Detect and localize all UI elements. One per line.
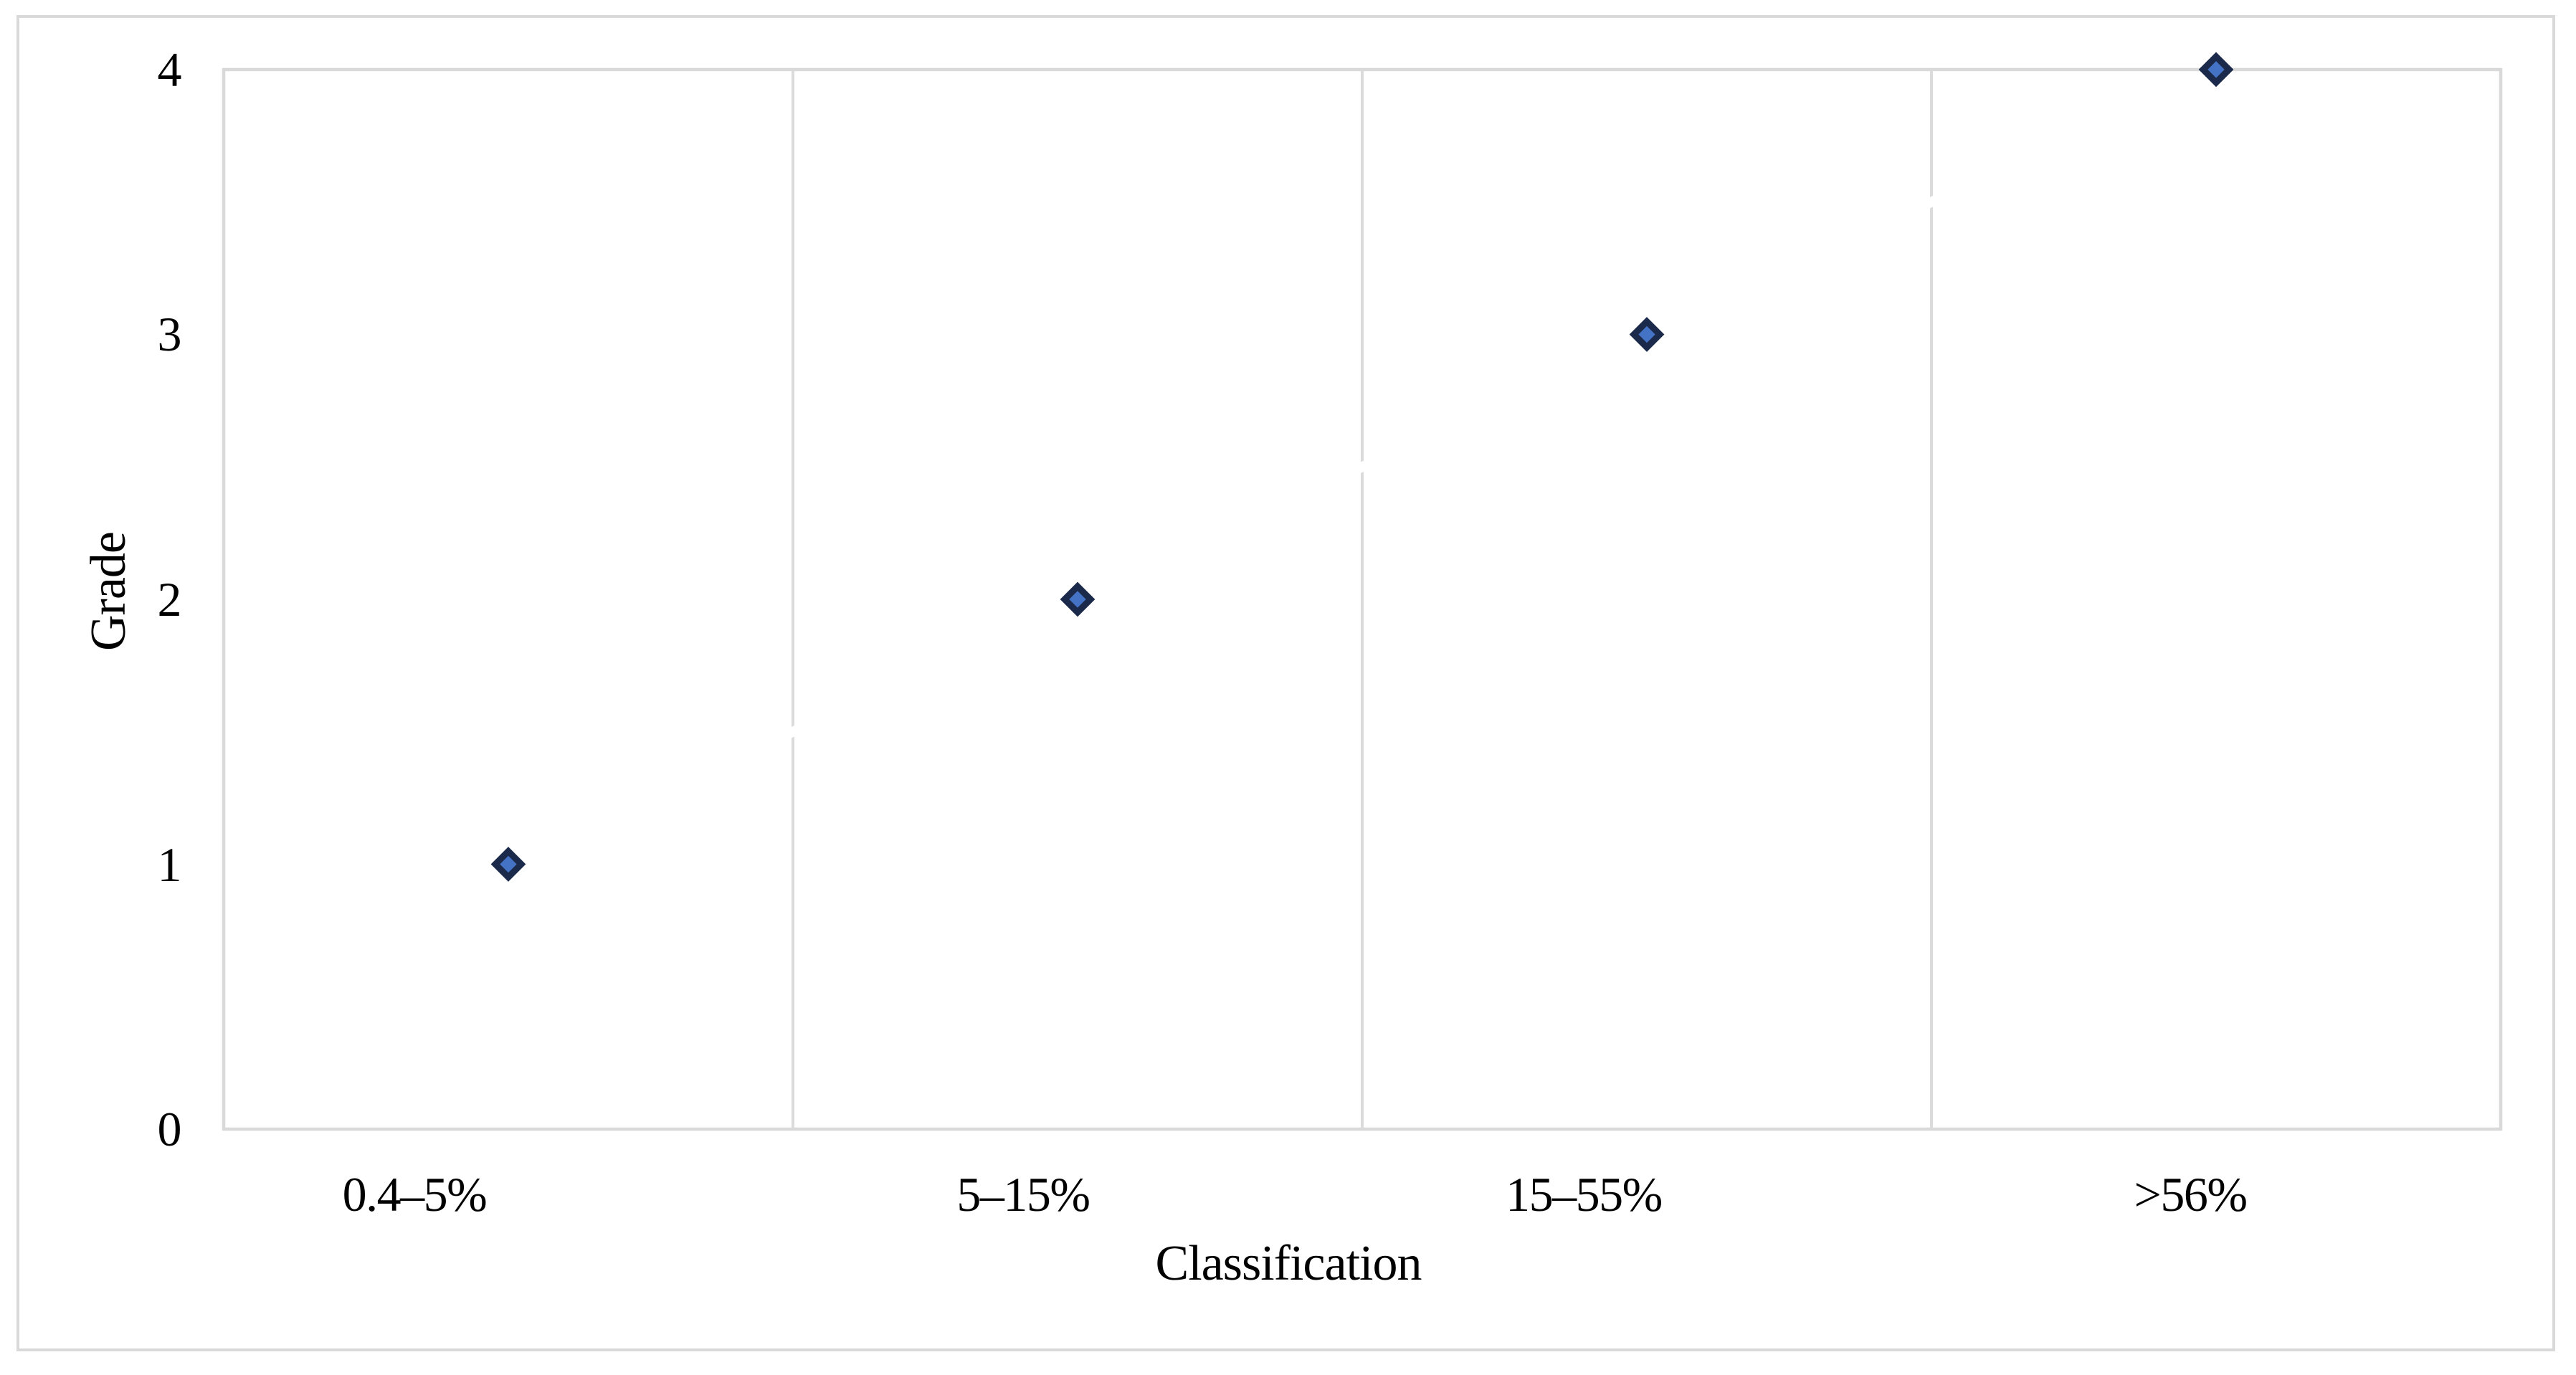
- y-axis-title: Grade: [81, 531, 136, 652]
- figure-border: [16, 15, 2555, 1351]
- y-tick-0: 0: [157, 1102, 182, 1156]
- x-tick-category-1: 0.4–5%: [342, 1167, 488, 1222]
- x-tick-category-2: 5–15%: [956, 1167, 1090, 1222]
- y-tick-1: 1: [157, 837, 182, 892]
- x-tick-category-3: 15–55%: [1506, 1167, 1663, 1222]
- data-point-diamond-4: [2198, 52, 2234, 87]
- series-connector-line: [506, 65, 2218, 869]
- x-axis-title: Classification: [1155, 1236, 1422, 1291]
- x-tick-category-4: >56%: [2134, 1167, 2248, 1222]
- data-point-diamond-3: [1629, 317, 1665, 352]
- series-markers: [490, 52, 2234, 882]
- y-tick-2: 2: [157, 572, 182, 627]
- y-tick-3: 3: [157, 307, 182, 361]
- y-tick-4: 4: [157, 42, 182, 97]
- data-point-diamond-1: [490, 847, 526, 882]
- category-gridlines: [792, 70, 1933, 1129]
- data-point-diamond-2: [1060, 581, 1095, 617]
